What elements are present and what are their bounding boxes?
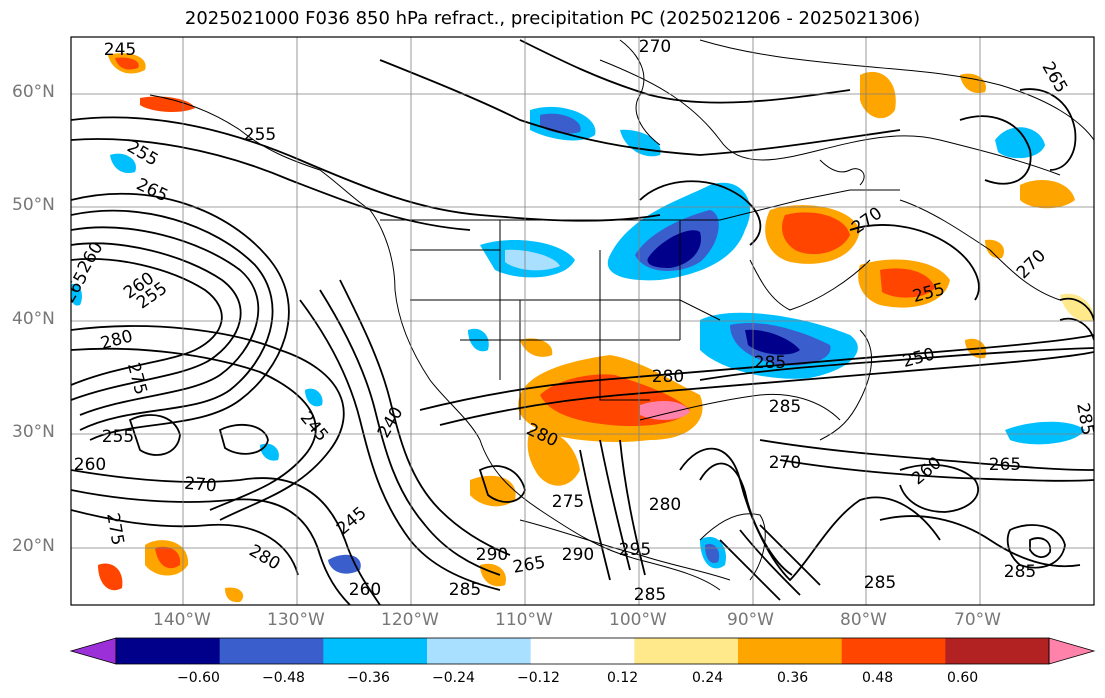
colorbar-tick-label: 0.48 xyxy=(862,670,894,686)
contour-label: 285 xyxy=(769,397,801,417)
colorbar-box xyxy=(530,638,635,664)
colorbar-tick-label: −0.12 xyxy=(517,670,560,686)
colorbar-box xyxy=(634,638,739,664)
colorbar-tick-label: −0.36 xyxy=(347,670,390,686)
lon-label-70w: 70°W xyxy=(954,610,1001,630)
contour-label: 280 xyxy=(652,367,684,387)
colorbar xyxy=(69,637,1096,665)
contour-label: 255 xyxy=(102,427,134,447)
colorbar-tick-label: −0.48 xyxy=(262,670,305,686)
lon-label-80w: 80°W xyxy=(840,610,887,630)
contour-label: 270 xyxy=(183,474,217,497)
contour-label: 265 xyxy=(989,455,1021,475)
colorbar-box xyxy=(841,638,946,664)
lat-label-50n: 50°N xyxy=(12,195,55,215)
colorbar-tick-label: 0.36 xyxy=(777,670,809,686)
colorbar-tick-label: 0.60 xyxy=(947,670,979,686)
refractivity-contours xyxy=(71,39,1094,605)
contour-label: 290 xyxy=(476,545,508,565)
contour-label: 295 xyxy=(619,540,651,560)
colorbar-box xyxy=(945,638,1050,664)
contour-label: 270 xyxy=(769,453,801,473)
colorbar-tick-label: 0.12 xyxy=(607,670,639,686)
lon-label-140w: 140°W xyxy=(153,610,211,630)
map-frame xyxy=(70,36,1095,606)
colorbar-box xyxy=(116,638,221,664)
contour-label: 255 xyxy=(244,125,276,145)
lon-label-90w: 90°W xyxy=(727,610,774,630)
colorbar-tick-label: −0.24 xyxy=(432,670,475,686)
colorbar-outline xyxy=(115,637,1050,665)
contour-label: 285 xyxy=(864,573,896,593)
lat-label-40n: 40°N xyxy=(12,309,55,329)
contour-label: 285 xyxy=(634,585,666,605)
contour-label: 275 xyxy=(552,492,584,512)
colorbar-box xyxy=(427,638,532,664)
contour-label: 285 xyxy=(449,580,481,600)
colorbar-tick-label: 0.24 xyxy=(692,670,724,686)
colorbar-extend-min xyxy=(69,637,117,665)
colorbar-box xyxy=(738,638,843,664)
contour-label: 245 xyxy=(104,40,136,60)
lon-label-100w: 100°W xyxy=(609,610,667,630)
contour-label: 290 xyxy=(562,545,594,565)
lat-label-60n: 60°N xyxy=(12,82,55,102)
lon-label-110w: 110°W xyxy=(495,610,553,630)
colorbar-box xyxy=(219,638,324,664)
colorbar-box xyxy=(323,638,428,664)
colorbar-extend-max xyxy=(1048,637,1096,665)
contour-label: 285 xyxy=(1004,562,1036,582)
graticule xyxy=(71,37,1094,605)
lat-label-30n: 30°N xyxy=(12,422,55,442)
contour-label: 285 xyxy=(754,353,786,373)
contour-label: 280 xyxy=(649,495,681,515)
lat-label-20n: 20°N xyxy=(12,536,55,556)
contour-label: 285 xyxy=(1072,401,1097,436)
lon-label-120w: 120°W xyxy=(381,610,439,630)
contour-label: 260 xyxy=(349,580,381,600)
coastlines-and-borders xyxy=(149,39,1094,591)
map-title: 2025021000 F036 850 hPa refract., precip… xyxy=(184,8,921,29)
colorbar-tick-label: −0.60 xyxy=(177,670,220,686)
lon-label-130w: 130°W xyxy=(267,610,325,630)
contour-label: 270 xyxy=(639,37,671,57)
contour-label: 260 xyxy=(74,455,106,475)
